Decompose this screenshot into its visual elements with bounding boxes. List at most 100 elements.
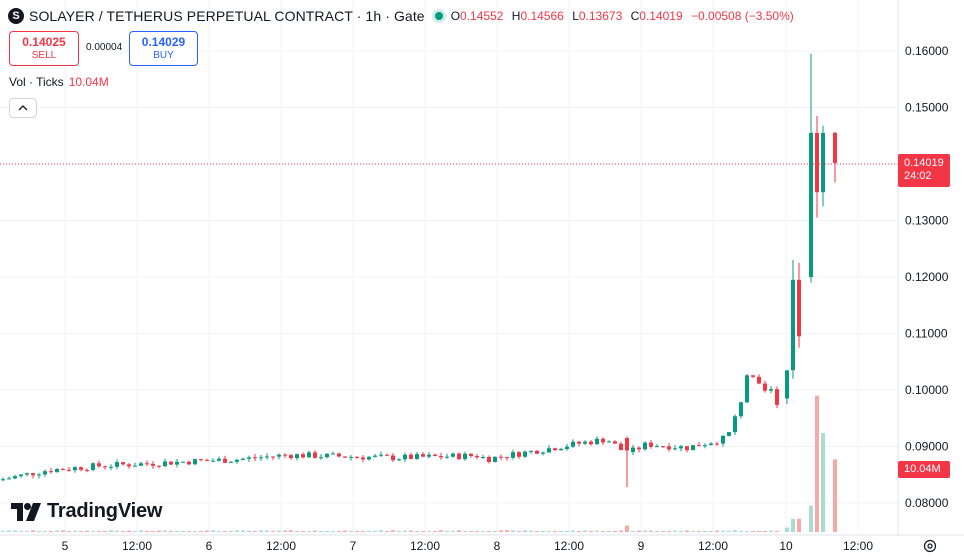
volume-bar [571,530,575,532]
last-price-label: 0.14019 24:02 [898,154,950,187]
candle-body [791,279,795,371]
volume-bar [259,530,263,532]
volume-bar [589,531,593,532]
volume-bar [637,530,641,532]
volume-bar [833,459,837,532]
volume-bar [73,530,77,532]
volume-bar [535,531,539,532]
volume-bar [791,518,795,532]
candle-body [385,454,389,456]
candle-body [673,448,677,450]
tradingview-logo-icon [11,502,41,521]
candle-body [517,452,521,457]
candle-body [139,463,143,466]
volume-bar [709,530,713,532]
collapse-legend-button[interactable] [9,98,37,118]
volume-bar [427,530,431,532]
volume-bar [463,531,467,532]
volume-legend[interactable]: Vol · Ticks 10.04M [9,75,109,89]
volume-bar [721,530,725,532]
buy-button[interactable]: 0.14029 BUY [129,31,198,66]
volume-bar [241,530,245,532]
candle-body [163,461,167,467]
volume-bar [79,531,83,532]
change-value: −0.00508 (−3.50%) [691,9,794,23]
volume-bar [757,531,761,532]
volume-bar [451,531,455,532]
candle-body [109,466,113,468]
candle-body [785,370,789,399]
open-value: 0.14552 [460,9,504,23]
volume-bar [715,530,719,532]
volume-bar [217,531,221,532]
candle-body [49,471,53,473]
volume-bar [613,530,617,532]
volume-bar [247,530,251,532]
time-tick-label: 10 [779,539,793,553]
volume-bar [373,530,377,532]
time-axis[interactable]: 5 12:00 6 12:00 7 12:00 8 12:00 9 12:00 10 12:00 [0,534,964,553]
candle-body [475,455,479,458]
candle-body [745,375,749,403]
candle-body [85,469,89,471]
chart-grid [0,0,898,532]
sell-button[interactable]: 0.14025 SELL [9,31,79,66]
volume-bar [181,530,185,532]
candle-body [769,389,773,391]
gear-icon[interactable] [922,538,938,554]
candle-body [397,459,401,461]
market-status-icon[interactable] [434,12,443,20]
volume-bar [649,530,653,532]
symbol-title[interactable]: SOLAYER / TETHERUS PERPETUAL CONTRACT · … [29,8,425,24]
volume-bar [727,531,731,532]
candle-body [511,452,515,458]
time-tick-label: 9 [638,539,645,553]
candle-body [427,454,431,457]
candle-body [43,471,47,475]
candle-body [721,435,725,444]
volume-bar [797,518,801,532]
price-tick-label: 0.15000 [905,101,949,115]
volume-bar [19,531,23,532]
price-axis[interactable]: 0.160000.150000.140000.130000.120000.110… [897,0,949,535]
volume-bar [343,530,347,532]
candle-body [229,461,233,463]
volume-bar [1,531,5,532]
volume-bar [439,530,443,532]
candle-body [703,445,707,447]
volume-bar [355,531,359,532]
candle-body [607,441,611,443]
tradingview-logo[interactable]: TradingView [11,500,162,523]
candle-body [7,478,11,480]
close-value: 0.14019 [639,9,683,23]
volume-bar [505,530,509,532]
volume-bar [673,530,677,532]
candle-body [325,453,329,458]
price-tick-label: 0.09000 [905,440,949,454]
candle-body [121,462,125,465]
candle-body [487,456,491,462]
volume-bar [499,530,503,532]
candle-body [469,453,473,456]
volume-bar [169,531,173,532]
volume-bar [25,530,29,532]
candle-body [241,458,245,460]
candle-body [355,456,359,458]
volume-bar [769,530,773,532]
time-tick-label: 12:00 [843,539,873,553]
candle-body [391,455,395,461]
volume-bar [691,531,695,532]
candle-body [727,432,731,436]
volume-bar [667,531,671,532]
last-price-value: 0.14019 [904,157,944,169]
candle-body [13,476,17,479]
candle-body [103,466,107,468]
volume-bar [809,505,813,532]
volume-bar [145,530,149,532]
volume-bar [211,530,215,532]
volume-bar [739,531,743,532]
candle-body [187,461,191,465]
candle-body [151,463,155,466]
volume-bar [607,530,611,532]
